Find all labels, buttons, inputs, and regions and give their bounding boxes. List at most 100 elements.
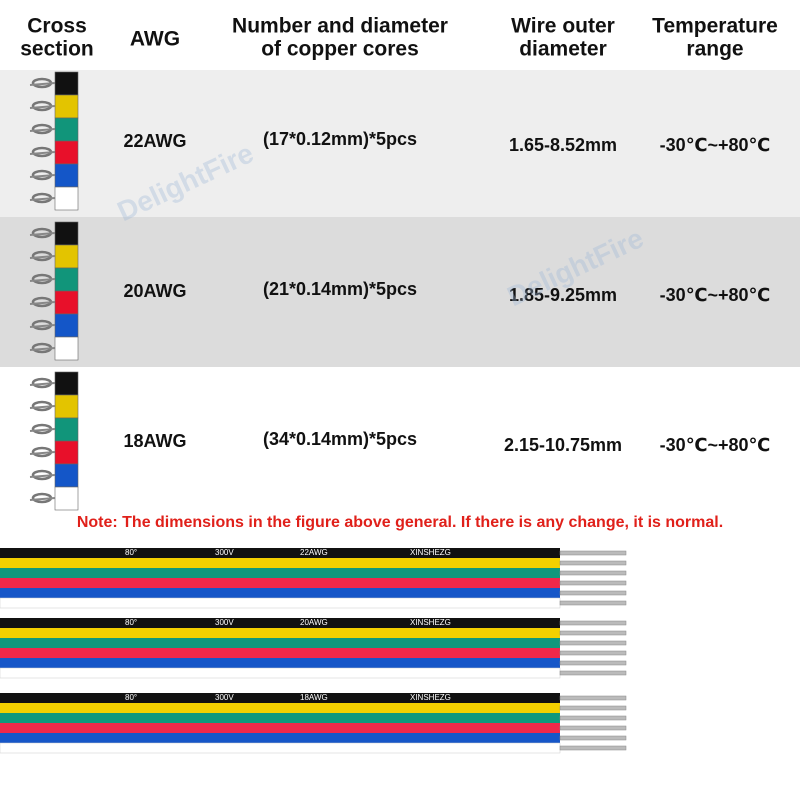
wire-strand [559,695,627,701]
core-strand [29,347,56,351]
wire-strand [559,620,627,626]
header-label: Number and diameter [232,15,448,38]
wire-strand [559,725,627,731]
cores-value: (21*0.14mm)*5pcs [263,279,417,299]
header-label: Temperature [652,15,778,38]
wire-strand [559,735,627,741]
awg-value: 20AWG [123,281,186,301]
wire-strand [559,670,627,676]
cable-print: XINSHEZG [410,693,451,702]
cable-stripe [0,558,560,568]
cable-print: 80° [125,548,137,557]
row-background [0,217,800,367]
cable-stripe [0,597,561,609]
header-label: section [20,38,94,61]
header-label: Wire outer [511,15,615,38]
note: Note: The dimensions in the figure above… [77,514,723,531]
core-strand [29,301,56,305]
cable-print: 300V [215,693,234,702]
cable-stripe [0,568,560,578]
core-strand [29,428,56,432]
core-square [54,163,79,188]
cable-print: 300V [215,548,234,557]
cable-print: 22AWG [300,548,328,557]
core-square [54,371,79,396]
wire-strand [559,630,627,636]
core-strand [29,451,56,455]
cable-stripe [0,548,560,558]
header-label: Cross [27,15,87,38]
core-strand [29,497,56,501]
core-square [54,267,79,292]
core-strand [29,405,56,409]
cable-stripe [0,578,560,588]
wire-strand [559,570,627,576]
wire-strand [559,745,627,751]
cable-stripe [0,638,560,648]
cable-print: 20AWG [300,618,328,627]
cores-value: (34*0.14mm)*5pcs [263,429,417,449]
cable-print: 80° [125,693,137,702]
wire-strand [559,650,627,656]
core-square [54,140,79,165]
wire-strand [559,560,627,566]
core-strand [29,474,56,478]
wire-strand [559,550,627,556]
cable-stripe [0,618,560,628]
core-strand [29,82,56,86]
cable-print: 300V [215,618,234,627]
core-square [54,71,79,96]
awg-value: 22AWG [123,131,186,151]
core-square [54,486,79,511]
cable-print: XINSHEZG [410,618,451,627]
cable-stripe [0,667,561,679]
header-label: of copper cores [261,38,419,61]
wire-strand [559,600,627,606]
cable-stripe [0,588,560,598]
core-square [54,94,79,119]
wire-strand [559,640,627,646]
core-strand [29,197,56,201]
core-square [54,463,79,488]
core-square [54,313,79,338]
core-square [54,117,79,142]
core-strand [29,278,56,282]
core-square [54,244,79,269]
header-label: range [686,38,743,61]
wire-strand [559,580,627,586]
cores-value: (17*0.12mm)*5pcs [263,129,417,149]
core-strand [29,232,56,236]
cable-print: XINSHEZG [410,548,451,557]
core-strand [29,255,56,259]
core-square [54,186,79,211]
core-strand [29,105,56,109]
cable-stripe [0,628,560,638]
cable-stripe [0,658,560,668]
wire-strand [559,590,627,596]
core-square [54,221,79,246]
diameter-value: 1.85-9.25mm [509,285,617,305]
wire-strand [559,705,627,711]
wire-strand [559,715,627,721]
cable-stripe [0,703,560,713]
core-strand [29,382,56,386]
core-square [54,290,79,315]
cable-stripe [0,693,560,703]
diameter-value: 1.65-8.52mm [509,135,617,155]
header-label: AWG [130,28,180,51]
cable-stripe [0,648,560,658]
cable-stripe [0,723,560,733]
cable-stripe [0,713,560,723]
core-strand [29,324,56,328]
core-strand [29,128,56,132]
wire-strand [559,660,627,666]
core-square [54,394,79,419]
awg-value: 18AWG [123,431,186,451]
temperature-value: -30℃~+80℃ [660,135,771,155]
cable-print: 18AWG [300,693,328,702]
row-background [0,70,800,217]
cable-print: 80° [125,618,137,627]
core-square [54,440,79,465]
core-square [54,417,79,442]
